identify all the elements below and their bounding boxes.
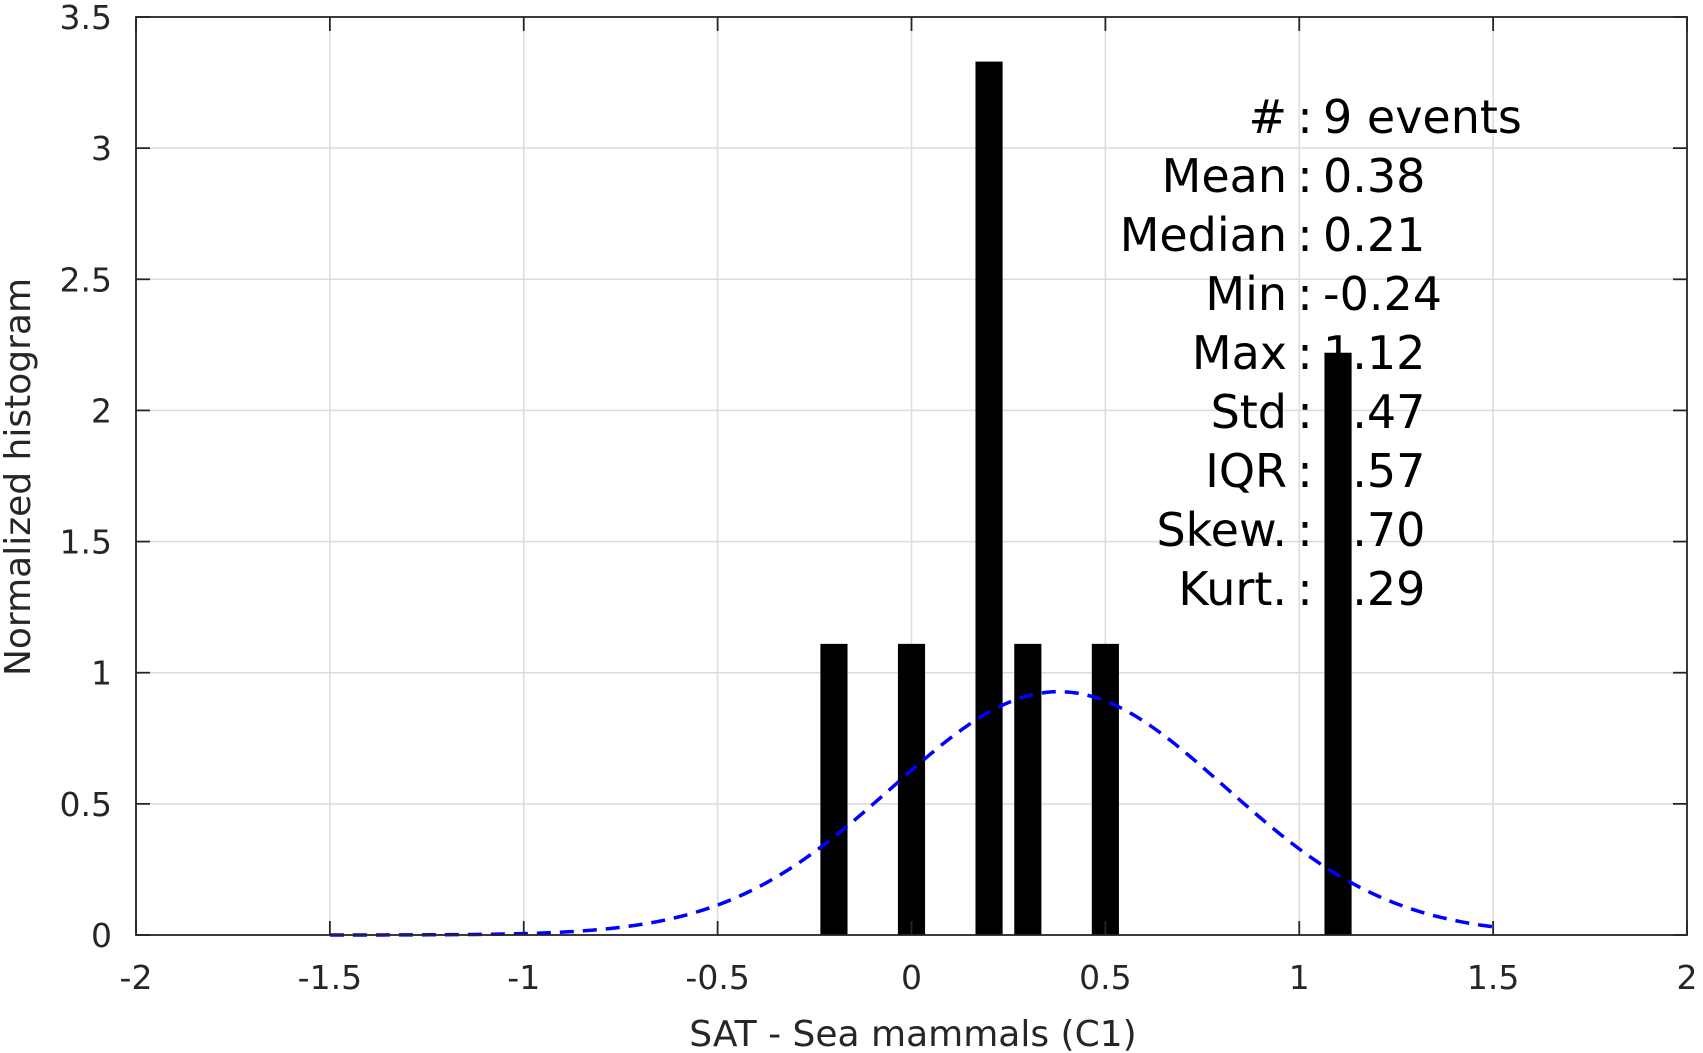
histogram-bars bbox=[820, 61, 1352, 936]
y-tick-label: 0 bbox=[91, 916, 112, 955]
x-tick-label: -0.5 bbox=[685, 958, 749, 997]
y-axis-label: Normalized histogram bbox=[0, 278, 39, 676]
stat-value: -0.24 bbox=[1323, 267, 1442, 321]
stat-separator: : bbox=[1297, 90, 1313, 144]
stat-separator: : bbox=[1297, 444, 1313, 498]
stat-separator: : bbox=[1297, 385, 1313, 439]
stat-separator: : bbox=[1297, 149, 1313, 203]
stat-value: 0.47 bbox=[1323, 385, 1425, 439]
y-tick-label: 1 bbox=[91, 654, 112, 693]
stat-label: Min bbox=[1205, 267, 1287, 321]
stat-label: Median bbox=[1120, 208, 1287, 262]
stat-value: 0.57 bbox=[1323, 444, 1425, 498]
histogram-bar bbox=[897, 643, 926, 935]
stat-value: 9 events bbox=[1323, 90, 1522, 144]
y-tick-label: 3.5 bbox=[60, 0, 112, 37]
stat-label: Mean bbox=[1162, 149, 1287, 203]
stat-label: Max bbox=[1192, 326, 1287, 380]
stat-label: # bbox=[1248, 90, 1287, 144]
stat-value: 2.29 bbox=[1323, 562, 1425, 616]
histogram-bar bbox=[1091, 643, 1119, 935]
x-tick-label: -1.5 bbox=[298, 958, 362, 997]
stat-value: 0.21 bbox=[1323, 208, 1425, 262]
y-tick-label: 3 bbox=[91, 129, 112, 168]
y-tick-label: 2 bbox=[91, 391, 112, 430]
stat-label: Std bbox=[1211, 385, 1287, 439]
y-tick-label: 0.5 bbox=[60, 785, 112, 824]
histogram-bar bbox=[820, 643, 848, 935]
stat-label: Skew. bbox=[1156, 503, 1287, 557]
stat-value: 0.70 bbox=[1323, 503, 1425, 557]
x-tick-label: 1.5 bbox=[1467, 958, 1519, 997]
y-tick-labels: 0 0.5 1 1.5 2 2.5 3 3.5 bbox=[60, 0, 112, 955]
histogram-bar bbox=[1014, 643, 1042, 935]
stat-separator: : bbox=[1297, 326, 1313, 380]
x-tick-label: 1 bbox=[1289, 958, 1310, 997]
stat-value: 1.12 bbox=[1323, 326, 1425, 380]
x-tick-label: 0.5 bbox=[1079, 958, 1131, 997]
stat-label: Kurt. bbox=[1178, 562, 1287, 616]
stat-separator: : bbox=[1297, 267, 1313, 321]
stat-separator: : bbox=[1297, 208, 1313, 262]
y-tick-label: 2.5 bbox=[60, 260, 112, 299]
histogram-bar bbox=[975, 61, 1003, 936]
stat-label: IQR bbox=[1205, 444, 1287, 498]
histogram-bar bbox=[1324, 352, 1352, 935]
x-tick-label: -1 bbox=[507, 958, 540, 997]
x-tick-labels: -2 -1.5 -1 -0.5 0 0.5 1 1.5 2 bbox=[120, 958, 1698, 997]
x-axis-label: SAT - Sea mammals (C1) bbox=[689, 1014, 1136, 1053]
x-tick-label: 2 bbox=[1677, 958, 1698, 997]
x-tick-label: 0 bbox=[901, 958, 922, 997]
x-tick-label: -2 bbox=[120, 958, 153, 997]
stat-value: 0.38 bbox=[1323, 149, 1425, 203]
stat-separator: : bbox=[1297, 503, 1313, 557]
axes-box bbox=[135, 16, 1688, 936]
stat-separator: : bbox=[1297, 562, 1313, 616]
y-tick-label: 1.5 bbox=[60, 523, 112, 562]
